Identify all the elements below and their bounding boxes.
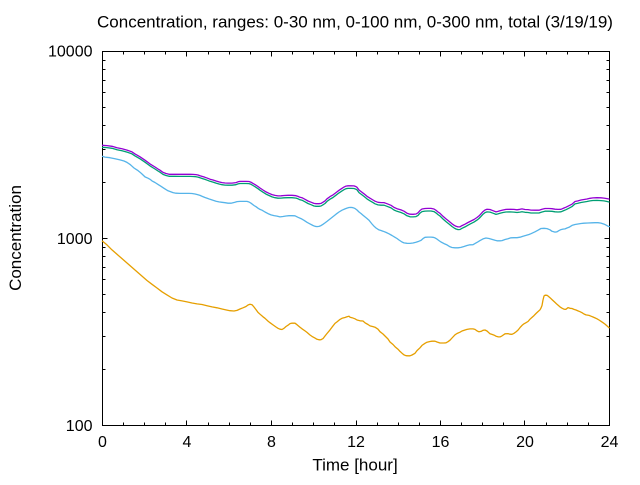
svg-text:12: 12 <box>347 434 365 451</box>
svg-text:20: 20 <box>516 434 534 451</box>
svg-text:8: 8 <box>267 434 276 451</box>
svg-text:0: 0 <box>98 434 107 451</box>
svg-text:16: 16 <box>432 434 450 451</box>
svg-text:4: 4 <box>183 434 192 451</box>
svg-text:Time [hour]: Time [hour] <box>312 456 397 475</box>
svg-text:24: 24 <box>601 434 619 451</box>
svg-text:100: 100 <box>66 418 93 435</box>
svg-text:1000: 1000 <box>57 231 93 248</box>
svg-text:Concentration, ranges: 0-30 nm: Concentration, ranges: 0-30 nm, 0-100 nm… <box>97 13 613 32</box>
svg-text:Concentration: Concentration <box>6 185 25 291</box>
svg-text:10000: 10000 <box>48 44 93 61</box>
